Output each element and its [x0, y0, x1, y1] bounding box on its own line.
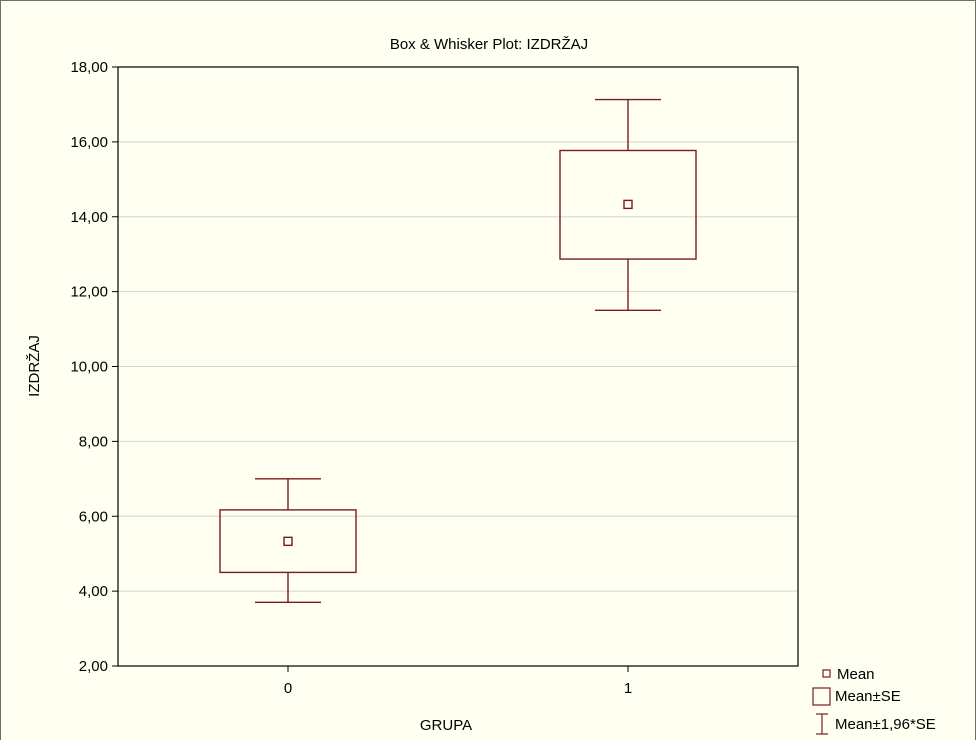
se-box: [219, 509, 357, 574]
legend-mean-marker: [822, 669, 831, 678]
y-tick-label: 12,00: [70, 284, 108, 301]
legend-mean-label: Mean: [837, 666, 875, 683]
y-tick-label: 2,00: [79, 658, 108, 675]
legend-ci-marker: [816, 713, 828, 735]
y-tick-label: 16,00: [70, 134, 108, 151]
box-layer: [219, 98, 697, 604]
legend-ci-label: Mean±1,96*SE: [835, 716, 936, 733]
y-tick-label: 14,00: [70, 209, 108, 226]
y-tick-label: 6,00: [79, 508, 108, 525]
legend-se-label: Mean±SE: [835, 688, 901, 705]
x-axis-label: GRUPA: [420, 717, 472, 734]
chart-title: Box & Whisker Plot: IZDRŽAJ: [390, 36, 588, 53]
y-tick-label: 18,00: [70, 59, 108, 76]
mean-marker: [283, 536, 293, 547]
x-tick-label: 0: [284, 680, 292, 697]
y-tick-label: 4,00: [79, 583, 108, 600]
axis-layer: 2,00 4,00 6,00 8,00 10,00 12,00 14,00 16,00 18,0…: [70, 59, 632, 697]
y-axis-label: IZDRŽAJ: [26, 335, 43, 397]
mean-marker: [623, 199, 633, 210]
y-tick-label: 10,00: [70, 359, 108, 376]
y-tick-label: 8,00: [79, 433, 108, 450]
legend: Mean Mean±SE Mean±1,96*SE: [812, 666, 936, 735]
grid-layer: [118, 141, 798, 592]
x-tick-label: 1: [624, 680, 632, 697]
se-box: [559, 149, 697, 260]
legend-se-marker: [812, 687, 831, 706]
